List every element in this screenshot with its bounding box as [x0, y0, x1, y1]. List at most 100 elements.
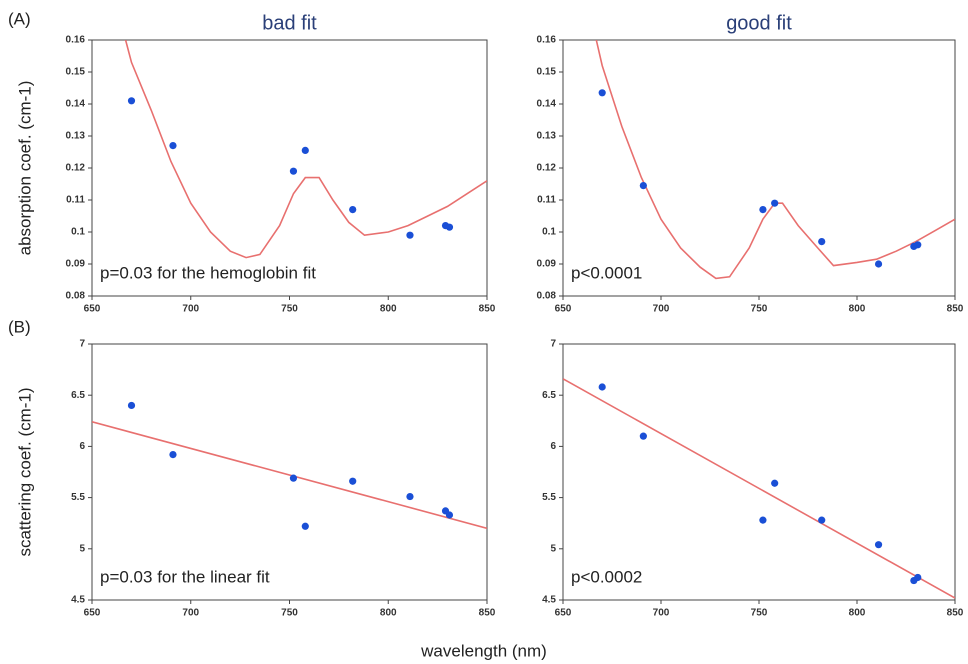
data-point [771, 479, 779, 487]
data-point [874, 260, 883, 268]
fit-line [92, 421, 487, 530]
data-point [349, 477, 357, 485]
y-tick-label: 0.14 [537, 99, 557, 110]
data-point [639, 182, 647, 190]
x-tick-label: 800 [849, 608, 866, 619]
fit-line [563, 378, 955, 599]
y-tick-label: 0.15 [66, 67, 86, 78]
data-point [445, 223, 454, 231]
data-point [406, 231, 414, 239]
data-point [598, 383, 606, 391]
data-point [289, 474, 298, 482]
x-tick-label: 650 [84, 304, 101, 315]
y-tick-label: 5.5 [71, 492, 85, 503]
y-tick-label: 0.16 [537, 35, 557, 46]
y-tick-label: 0.15 [537, 67, 557, 78]
x-tick-label: 850 [947, 304, 964, 315]
y-tick-label: 7 [79, 339, 85, 350]
x-tick-label: 850 [947, 608, 964, 619]
y-tick-label: 0.11 [66, 195, 85, 206]
x-tick-label: 800 [849, 304, 866, 315]
y-tick-label: 0.12 [537, 163, 557, 174]
annotation: p=0.03 for the hemoglobin fit [100, 263, 316, 282]
data-point [349, 206, 357, 214]
data-point [127, 97, 136, 105]
data-point [598, 89, 606, 97]
y-tick-label: 6.5 [542, 390, 556, 401]
data-point [639, 432, 647, 440]
plot: 0.08 0.09 0.1 0.11 0.12 0.13 0.14 0.15 0.16 650 70… [15, 12, 495, 314]
x-tick-label: 800 [380, 608, 397, 619]
data-point [301, 146, 309, 154]
y-tick-label: 0.14 [66, 99, 86, 110]
y-tick-label: 4.5 [542, 595, 556, 606]
x-tick-label: 650 [555, 608, 572, 619]
y-tick-label: 0.1 [542, 227, 556, 238]
x-tick-label: 750 [281, 608, 298, 619]
x-tick-label: 700 [182, 304, 199, 315]
plot-frame [562, 343, 956, 601]
x-tick-label: 800 [380, 304, 397, 315]
y-tick-label: 5.5 [542, 492, 556, 503]
x-tick-label: 700 [653, 608, 670, 619]
data-point [759, 516, 767, 524]
data-point [445, 511, 454, 519]
y-tick-label: 0.13 [537, 131, 557, 142]
y-axis-label: absorption coef. (cm-1) [15, 81, 34, 256]
x-tick-label: 750 [751, 304, 768, 315]
plot: 4.5 5 5.5 6 6.5 7 650 700 750 800 850 p<0.0002 [542, 339, 964, 619]
y-tick-label: 6.5 [71, 390, 85, 401]
x-tick-label: 700 [653, 304, 670, 315]
y-tick-label: 0.09 [537, 259, 557, 270]
y-tick-label: 0.13 [66, 131, 86, 142]
data-point [914, 573, 922, 582]
y-tick-label: 0.1 [71, 227, 85, 238]
y-tick-label: 5 [550, 543, 556, 554]
data-point [818, 516, 826, 524]
fit-line [595, 40, 955, 280]
x-tick-label: 750 [281, 304, 298, 315]
annotation: p<0.0002 [571, 567, 642, 586]
plot-frame [91, 343, 488, 601]
y-tick-label: 0.16 [66, 35, 86, 46]
y-tick-label: 6 [79, 441, 85, 452]
x-axis-label: wavelength (nm) [420, 641, 547, 660]
y-tick-label: 0.11 [537, 195, 556, 206]
y-axis-label: scattering coef. (cm-1) [15, 387, 34, 556]
y-tick-label: 4.5 [71, 595, 85, 606]
data-point [818, 238, 826, 246]
x-tick-label: 850 [479, 608, 496, 619]
data-point [289, 167, 298, 175]
y-tick-label: 7 [550, 339, 556, 350]
x-tick-label: 650 [84, 608, 101, 619]
plot-frame [562, 39, 956, 297]
data-point [169, 142, 177, 150]
y-tick-label: 0.09 [66, 259, 86, 270]
y-tick-label: 6 [550, 441, 556, 452]
y-tick-label: 0.08 [66, 291, 86, 302]
y-tick-label: 0.08 [537, 291, 557, 302]
data-point [914, 241, 922, 249]
data-point [127, 401, 136, 410]
plot-frame [91, 39, 488, 297]
x-tick-label: 650 [555, 304, 572, 315]
x-tick-label: 850 [479, 304, 496, 315]
chart-title: bad fit [262, 12, 317, 34]
data-point [874, 541, 883, 549]
plot: 4.5 5 5.5 6 6.5 7 650 700 750 800 850 p=0.03 for th… [15, 339, 495, 619]
data-point [169, 450, 177, 459]
y-tick-label: 5 [79, 543, 85, 554]
annotation: p<0.0001 [571, 263, 642, 282]
plot: 0.08 0.09 0.1 0.11 0.12 0.13 0.14 0.15 0.16 650 70… [537, 12, 964, 314]
x-tick-label: 750 [751, 608, 768, 619]
panel-label: (B) [8, 317, 31, 336]
annotation: p=0.03 for the linear fit [100, 567, 270, 586]
data-point [759, 206, 767, 214]
fit-line [124, 40, 487, 259]
data-point [771, 199, 779, 207]
y-tick-label: 0.12 [66, 163, 86, 174]
panel-label: (A) [8, 9, 31, 28]
x-tick-label: 700 [182, 608, 199, 619]
data-point [406, 492, 414, 501]
